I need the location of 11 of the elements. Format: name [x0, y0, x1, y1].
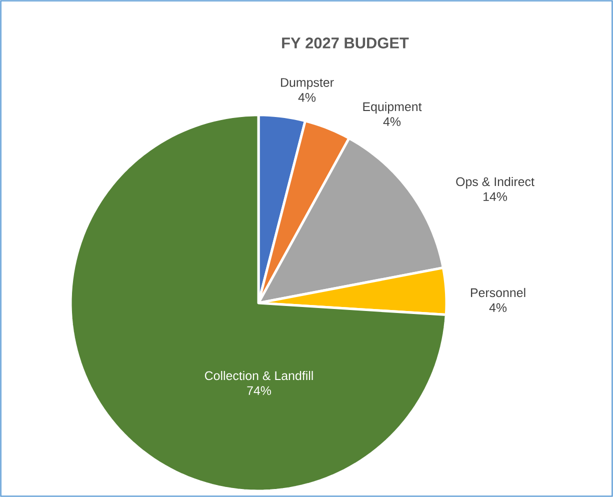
slice-label: Equipment — [363, 102, 422, 114]
slice-label: Personnel — [470, 288, 526, 298]
data-label: 74% — [247, 386, 272, 396]
data-label: 4% — [298, 93, 316, 102]
chart-title: FY 2027 BUDGET — [282, 38, 409, 48]
data-label: 4% — [383, 117, 401, 126]
slice-label: Ops & Indirect — [456, 176, 534, 189]
data-label: 14% — [484, 192, 508, 202]
slice-label: Collection & Landfill — [204, 370, 313, 380]
data-label: 4% — [489, 303, 507, 312]
slice-label: Dumpster — [281, 78, 334, 90]
